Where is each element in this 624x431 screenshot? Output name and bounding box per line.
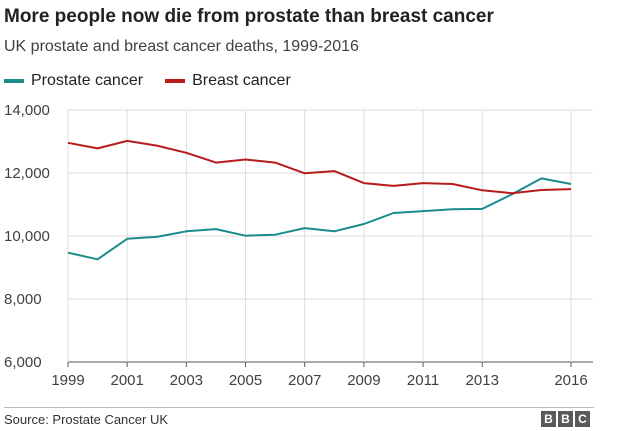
line-chart: 6,000 8,000 10,000 12,000 14,000 1999 2001 2003… — [4, 102, 593, 389]
x-tick-label: 2003 — [170, 372, 203, 389]
y-tick-label: 12,000 — [4, 165, 50, 182]
y-tick-label: 8,000 — [4, 291, 42, 308]
legend-label-prostate: Prostate cancer — [31, 72, 144, 89]
legend-item-breast: Breast cancer — [165, 72, 291, 90]
x-tick-label: 2001 — [110, 372, 143, 389]
bbc-logo-letter-3: C — [575, 411, 590, 427]
y-tick-label: 10,000 — [4, 228, 50, 245]
bbc-logo: B B C — [539, 411, 590, 427]
legend-item-prostate: Prostate cancer — [4, 72, 143, 90]
series-line-breast — [67, 139, 572, 195]
legend-label-breast: Breast cancer — [192, 72, 291, 89]
bbc-logo-letter-2: B — [558, 411, 573, 427]
legend-swatch-prostate — [4, 79, 24, 83]
source-text: Source: Prostate Cancer UK — [4, 412, 169, 427]
bbc-logo-letter-1: B — [541, 411, 556, 427]
x-tick-label: 2007 — [288, 372, 321, 389]
y-tick-label: 6,000 — [4, 354, 42, 371]
x-tick-label: 2016 — [554, 372, 587, 389]
x-tick-label: 1999 — [51, 372, 84, 389]
chart-title: More people now die from prostate than b… — [4, 6, 494, 27]
legend: Prostate cancer Breast cancer — [4, 72, 313, 90]
x-tick-label: 2005 — [229, 372, 262, 389]
y-tick-label: 14,000 — [4, 102, 50, 119]
footer-divider — [4, 407, 594, 408]
x-tick-label: 2013 — [466, 372, 499, 389]
series-line-prostate — [67, 177, 572, 261]
x-tick-label: 2011 — [407, 372, 439, 389]
x-tick-label: 2009 — [347, 372, 380, 389]
legend-swatch-breast — [165, 79, 186, 83]
chart-subtitle: UK prostate and breast cancer deaths, 19… — [4, 38, 359, 55]
